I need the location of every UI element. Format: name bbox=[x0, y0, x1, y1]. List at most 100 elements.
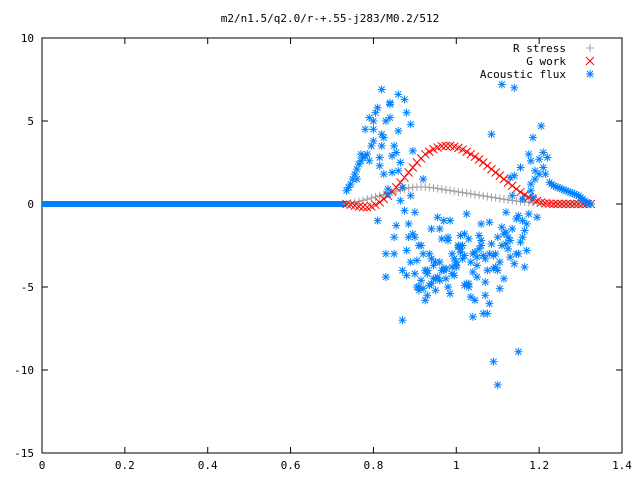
acoustic-flux-point bbox=[508, 191, 517, 200]
g-work-point bbox=[474, 155, 484, 164]
acoustic-flux-point bbox=[468, 249, 477, 258]
acoustic-flux-point bbox=[388, 168, 397, 177]
r-stress-point bbox=[495, 194, 504, 203]
r-stress-point bbox=[441, 185, 450, 194]
acoustic-flux-point bbox=[526, 180, 535, 189]
acoustic-flux-point bbox=[510, 83, 519, 92]
acoustic-flux-point bbox=[381, 249, 390, 258]
g-work-point bbox=[396, 178, 405, 187]
acoustic-flux-point bbox=[458, 254, 467, 263]
y-tick-label: -5 bbox=[21, 281, 34, 294]
acoustic-flux-point bbox=[499, 274, 508, 283]
acoustic-flux-point bbox=[468, 268, 477, 277]
acoustic-flux-point bbox=[493, 380, 502, 389]
legend-marker bbox=[586, 44, 594, 52]
r-stress-point bbox=[483, 192, 492, 201]
r-stress-point bbox=[475, 191, 484, 200]
acoustic-flux-point bbox=[392, 221, 401, 230]
acoustic-flux-point bbox=[354, 160, 363, 169]
g-work-point bbox=[408, 163, 418, 172]
acoustic-flux-point bbox=[526, 186, 535, 195]
g-work-point bbox=[495, 171, 505, 181]
legend-label: R stress bbox=[513, 42, 566, 55]
acoustic-flux-point bbox=[466, 258, 475, 267]
g-work-point bbox=[503, 178, 513, 187]
acoustic-flux-point bbox=[375, 153, 384, 162]
acoustic-flux-point bbox=[464, 234, 473, 243]
g-work-point bbox=[420, 149, 430, 159]
g-work-point bbox=[462, 147, 471, 157]
acoustic-flux-point bbox=[383, 190, 392, 199]
acoustic-flux-point bbox=[431, 274, 440, 283]
acoustic-flux-point bbox=[379, 170, 388, 179]
x-tick-label: 0.6 bbox=[281, 459, 301, 472]
acoustic-flux-point bbox=[404, 219, 413, 228]
acoustic-flux-point bbox=[535, 155, 544, 164]
acoustic-flux-point bbox=[421, 296, 430, 305]
acoustic-flux-point bbox=[435, 224, 444, 233]
acoustic-flux-point bbox=[361, 125, 370, 134]
series-g-work bbox=[342, 141, 596, 212]
acoustic-flux-point bbox=[502, 208, 510, 217]
acoustic-flux-point bbox=[487, 130, 496, 139]
acoustic-flux-point bbox=[518, 195, 527, 204]
g-work-point bbox=[491, 168, 500, 177]
acoustic-flux-point bbox=[398, 183, 407, 192]
x-tick-label: 0.8 bbox=[363, 459, 383, 472]
acoustic-flux-point bbox=[390, 233, 399, 242]
r-stress-point bbox=[491, 193, 500, 202]
acoustic-flux-point bbox=[541, 170, 550, 179]
g-work-point bbox=[487, 164, 496, 174]
acoustic-flux-point bbox=[410, 269, 419, 278]
r-stress-point bbox=[429, 183, 438, 192]
acoustic-flux-point bbox=[412, 256, 421, 265]
legend-label: Acoustic flux bbox=[480, 68, 566, 81]
acoustic-flux-point bbox=[520, 263, 529, 272]
acoustic-flux-point bbox=[417, 276, 426, 285]
r-stress-point bbox=[433, 184, 442, 193]
y-tick-label: 0 bbox=[27, 198, 34, 211]
y-tick-label: 5 bbox=[27, 115, 34, 128]
acoustic-flux-point bbox=[473, 273, 481, 282]
r-stress-point bbox=[458, 188, 467, 197]
x-tick-label: 0.2 bbox=[115, 459, 135, 472]
acoustic-flux-point bbox=[493, 233, 502, 242]
x-tick-label: 0.4 bbox=[198, 459, 218, 472]
acoustic-flux-point bbox=[390, 249, 399, 258]
acoustic-flux-point bbox=[437, 234, 446, 243]
acoustic-flux-point bbox=[392, 148, 401, 157]
acoustic-flux-point bbox=[448, 249, 457, 258]
acoustic-flux-point bbox=[524, 209, 533, 218]
acoustic-flux-point bbox=[342, 186, 351, 195]
g-work-point bbox=[478, 158, 488, 167]
acoustic-flux-point bbox=[489, 251, 498, 260]
acoustic-flux-point bbox=[398, 266, 407, 275]
r-stress-point bbox=[371, 192, 380, 201]
g-work-point bbox=[470, 152, 480, 162]
acoustic-flux-point bbox=[408, 229, 417, 238]
acoustic-flux-point bbox=[396, 196, 405, 205]
acoustic-flux-point bbox=[497, 80, 506, 89]
acoustic-flux-point bbox=[522, 219, 531, 228]
r-stress-point bbox=[462, 189, 471, 198]
acoustic-flux-point bbox=[466, 292, 475, 301]
acoustic-flux-point bbox=[481, 291, 490, 300]
acoustic-flux-point bbox=[386, 100, 394, 109]
acoustic-flux-point bbox=[510, 259, 519, 268]
y-tick-label: -15 bbox=[14, 447, 34, 460]
r-stress-point bbox=[367, 194, 376, 203]
r-stress-point bbox=[450, 187, 459, 196]
acoustic-flux-point bbox=[516, 163, 525, 172]
series-layer bbox=[342, 80, 596, 389]
acoustic-flux-point bbox=[483, 309, 492, 318]
acoustic-flux-point bbox=[365, 113, 374, 122]
acoustic-flux-point bbox=[477, 219, 486, 228]
acoustic-flux-point bbox=[483, 266, 492, 275]
chart-title: m2/n1.5/q2.0/r-+.55-j283/M0.2/512 bbox=[221, 12, 440, 25]
g-work-point bbox=[358, 202, 368, 212]
acoustic-flux-point bbox=[406, 258, 415, 267]
acoustic-flux-point bbox=[429, 261, 438, 270]
acoustic-flux-point bbox=[423, 269, 432, 278]
acoustic-flux-point bbox=[427, 254, 436, 263]
